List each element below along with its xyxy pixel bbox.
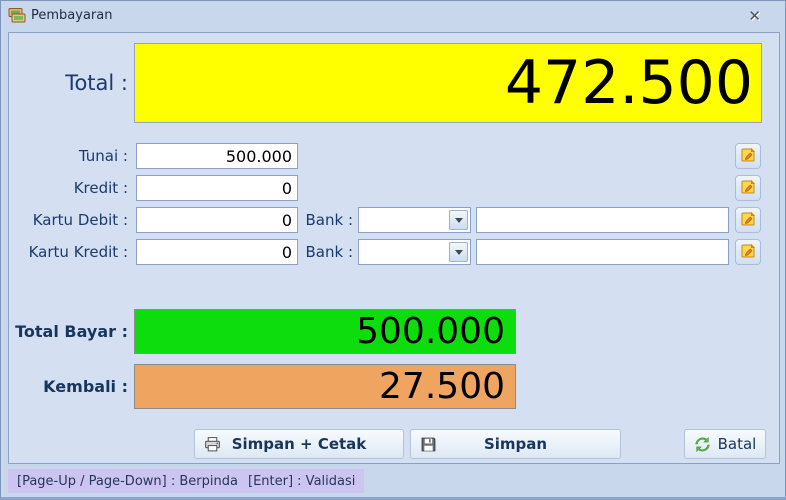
cancel-button[interactable]: Batal (684, 429, 766, 459)
edit-note-icon (740, 211, 756, 230)
save-button[interactable]: Simpan (410, 429, 621, 459)
kartu-kredit-edit-note-button[interactable] (735, 239, 761, 265)
kartu-debit-bank-name-input[interactable] (476, 207, 729, 233)
kartu-debit-edit-note-button[interactable] (735, 207, 761, 233)
total-bayar-field: 500.000 (134, 309, 516, 354)
recycle-icon (694, 436, 711, 453)
kartu-kredit-bank-name-input[interactable] (476, 239, 729, 265)
money-icon (7, 5, 27, 25)
close-icon[interactable]: ✕ (748, 7, 761, 25)
total-bayar-label: Total Bayar : (15, 322, 128, 341)
window-title: Pembayaran (31, 8, 113, 23)
total-label: Total : (65, 71, 128, 95)
kartu-kredit-bank-combobox[interactable] (358, 239, 471, 265)
total-field: 472.500 (134, 43, 762, 123)
tunai-label: Tunai : (78, 147, 128, 165)
printer-icon (204, 436, 221, 453)
kartu-debit-bank-label: Bank : (305, 211, 354, 229)
kartu-kredit-label: Kartu Kredit : (28, 243, 128, 261)
kartu-debit-bank-combobox[interactable] (358, 207, 471, 233)
edit-note-icon (740, 147, 756, 166)
statusbar-hint-validate: [Enter] : Validasi (239, 469, 365, 493)
kredit-label: Kredit : (73, 179, 128, 197)
edit-note-icon (740, 179, 756, 198)
kredit-input[interactable] (136, 175, 298, 201)
kartu-debit-input[interactable] (136, 207, 298, 233)
kredit-edit-note-button[interactable] (735, 175, 761, 201)
save-print-label: Simpan + Cetak (231, 435, 367, 453)
statusbar-hint-navigation: [Page-Up / Page-Down] : Berpindah (8, 469, 256, 493)
chevron-down-icon (454, 217, 463, 223)
save-print-button[interactable]: Simpan + Cetak (194, 429, 404, 459)
kartu-kredit-bank-label: Bank : (305, 243, 354, 261)
edit-note-icon (740, 243, 756, 262)
kartu-kredit-input[interactable] (136, 239, 298, 265)
save-label: Simpan (483, 435, 548, 453)
combo-dropdown-button[interactable] (449, 242, 468, 262)
floppy-icon (420, 436, 437, 453)
cancel-label: Batal (717, 435, 757, 453)
chevron-down-icon (454, 249, 463, 255)
kembali-field: 27.500 (134, 364, 516, 409)
tunai-edit-note-button[interactable] (735, 143, 761, 169)
kembali-label: Kembali : (43, 377, 128, 396)
tunai-input[interactable] (136, 143, 298, 169)
kartu-debit-label: Kartu Debit : (32, 211, 128, 229)
combo-dropdown-button[interactable] (449, 210, 468, 230)
titlebar: Pembayaran ✕ (1, 1, 785, 31)
